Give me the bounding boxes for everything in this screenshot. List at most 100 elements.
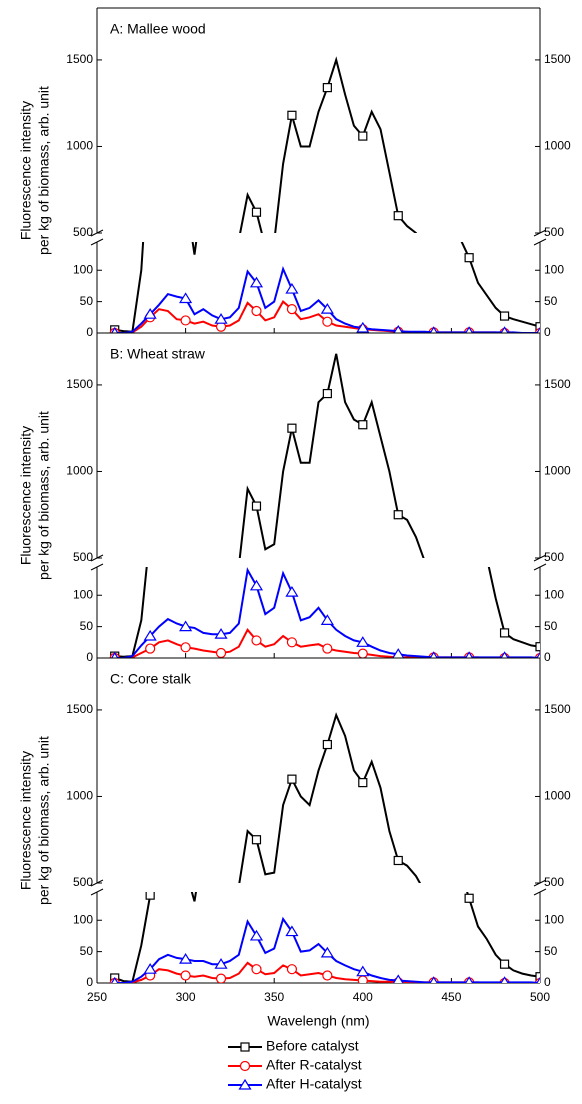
marker — [286, 964, 298, 975]
panel-title: C: Core stalk — [110, 671, 192, 687]
y-axis-label: per kg of biomass, arb. unit — [36, 86, 52, 255]
axis-break — [533, 229, 547, 237]
marker — [179, 620, 193, 632]
marker — [110, 976, 119, 983]
marker — [320, 946, 334, 958]
axis-break — [90, 563, 104, 571]
y-axis-label: Fluorescence intensity — [18, 426, 34, 565]
y-tick-label: 50 — [544, 944, 558, 958]
y-tick-label: 500 — [544, 550, 564, 564]
marker — [464, 893, 474, 903]
marker — [322, 739, 332, 750]
line — [114, 892, 540, 983]
marker — [392, 648, 405, 658]
series-group — [110, 567, 540, 658]
y-tick-label: 500 — [73, 225, 93, 239]
series-group — [238, 353, 425, 558]
y-tick-label: 100 — [544, 587, 564, 601]
marker — [464, 651, 474, 658]
series-group — [115, 964, 540, 970]
marker — [500, 976, 509, 983]
series-group — [110, 567, 540, 658]
y-tick-label: 1000 — [544, 789, 571, 803]
marker — [215, 647, 227, 658]
series-group — [110, 916, 540, 983]
line — [238, 712, 422, 883]
marker — [464, 253, 474, 263]
marker — [251, 305, 262, 317]
y-tick-label: 1500 — [66, 52, 93, 66]
y-tick-label: 1500 — [544, 52, 571, 66]
marker — [287, 774, 297, 784]
marker — [214, 958, 228, 969]
marker — [322, 643, 333, 654]
legend-label: After H-catalyst — [266, 1076, 362, 1092]
marker — [143, 629, 157, 641]
marker — [393, 855, 403, 866]
x-tick-label: 400 — [353, 990, 373, 1004]
y-axis-label: per kg of biomass, arb. unit — [36, 411, 52, 580]
marker — [357, 648, 368, 658]
marker — [464, 976, 474, 983]
marker — [322, 83, 332, 93]
marker — [464, 326, 474, 333]
y-tick-label: 100 — [544, 262, 564, 276]
axis-break — [90, 888, 104, 896]
marker — [393, 211, 403, 221]
line — [115, 637, 540, 645]
series-group — [115, 637, 540, 645]
marker — [500, 326, 509, 333]
y-tick-label: 1500 — [66, 377, 93, 391]
marker — [322, 388, 332, 399]
marker — [358, 131, 368, 141]
y-tick-label: 50 — [80, 619, 94, 633]
y-tick-label: 1000 — [544, 139, 571, 153]
marker — [499, 628, 510, 638]
marker — [429, 651, 438, 658]
marker — [251, 835, 262, 845]
series-group — [239, 56, 418, 233]
y-tick-label: 50 — [80, 944, 94, 958]
y-tick-label: 1000 — [544, 464, 571, 478]
axis-break — [533, 563, 547, 571]
y-tick-label: 100 — [73, 587, 93, 601]
marker — [251, 964, 262, 975]
y-tick-label: 0 — [86, 975, 93, 989]
marker — [320, 614, 334, 625]
y-tick-label: 100 — [73, 262, 93, 276]
marker — [179, 953, 193, 964]
series-group — [109, 961, 540, 983]
y-tick-label: 500 — [544, 225, 564, 239]
marker — [499, 311, 510, 321]
y-tick-label: 500 — [73, 875, 93, 889]
marker — [215, 973, 227, 983]
marker — [393, 510, 403, 520]
marker — [322, 316, 333, 327]
y-axis-label: Fluorescence intensity — [18, 751, 34, 890]
marker — [214, 628, 228, 639]
y-tick-label: 1000 — [66, 464, 93, 478]
legend-marker — [239, 1060, 251, 1072]
y-tick-label: 0 — [544, 975, 551, 989]
y-tick-label: 0 — [544, 325, 551, 339]
marker — [249, 929, 264, 941]
marker — [180, 970, 191, 981]
marker — [251, 207, 262, 217]
series-group — [110, 892, 540, 983]
y-tick-label: 500 — [544, 875, 564, 889]
x-tick-label: 350 — [264, 990, 284, 1004]
x-tick-label: 300 — [176, 990, 196, 1004]
y-axis-label: Fluorescence intensity — [18, 101, 34, 240]
marker — [535, 642, 540, 652]
marker — [145, 643, 156, 654]
axis-break — [533, 879, 547, 887]
y-tick-label: 1500 — [66, 702, 93, 716]
marker — [251, 635, 262, 646]
line — [115, 964, 540, 970]
y-tick-label: 0 — [86, 325, 93, 339]
marker — [358, 420, 368, 430]
marker — [356, 636, 370, 647]
y-axis-label: per kg of biomass, arb. unit — [36, 736, 52, 905]
marker — [322, 970, 333, 981]
